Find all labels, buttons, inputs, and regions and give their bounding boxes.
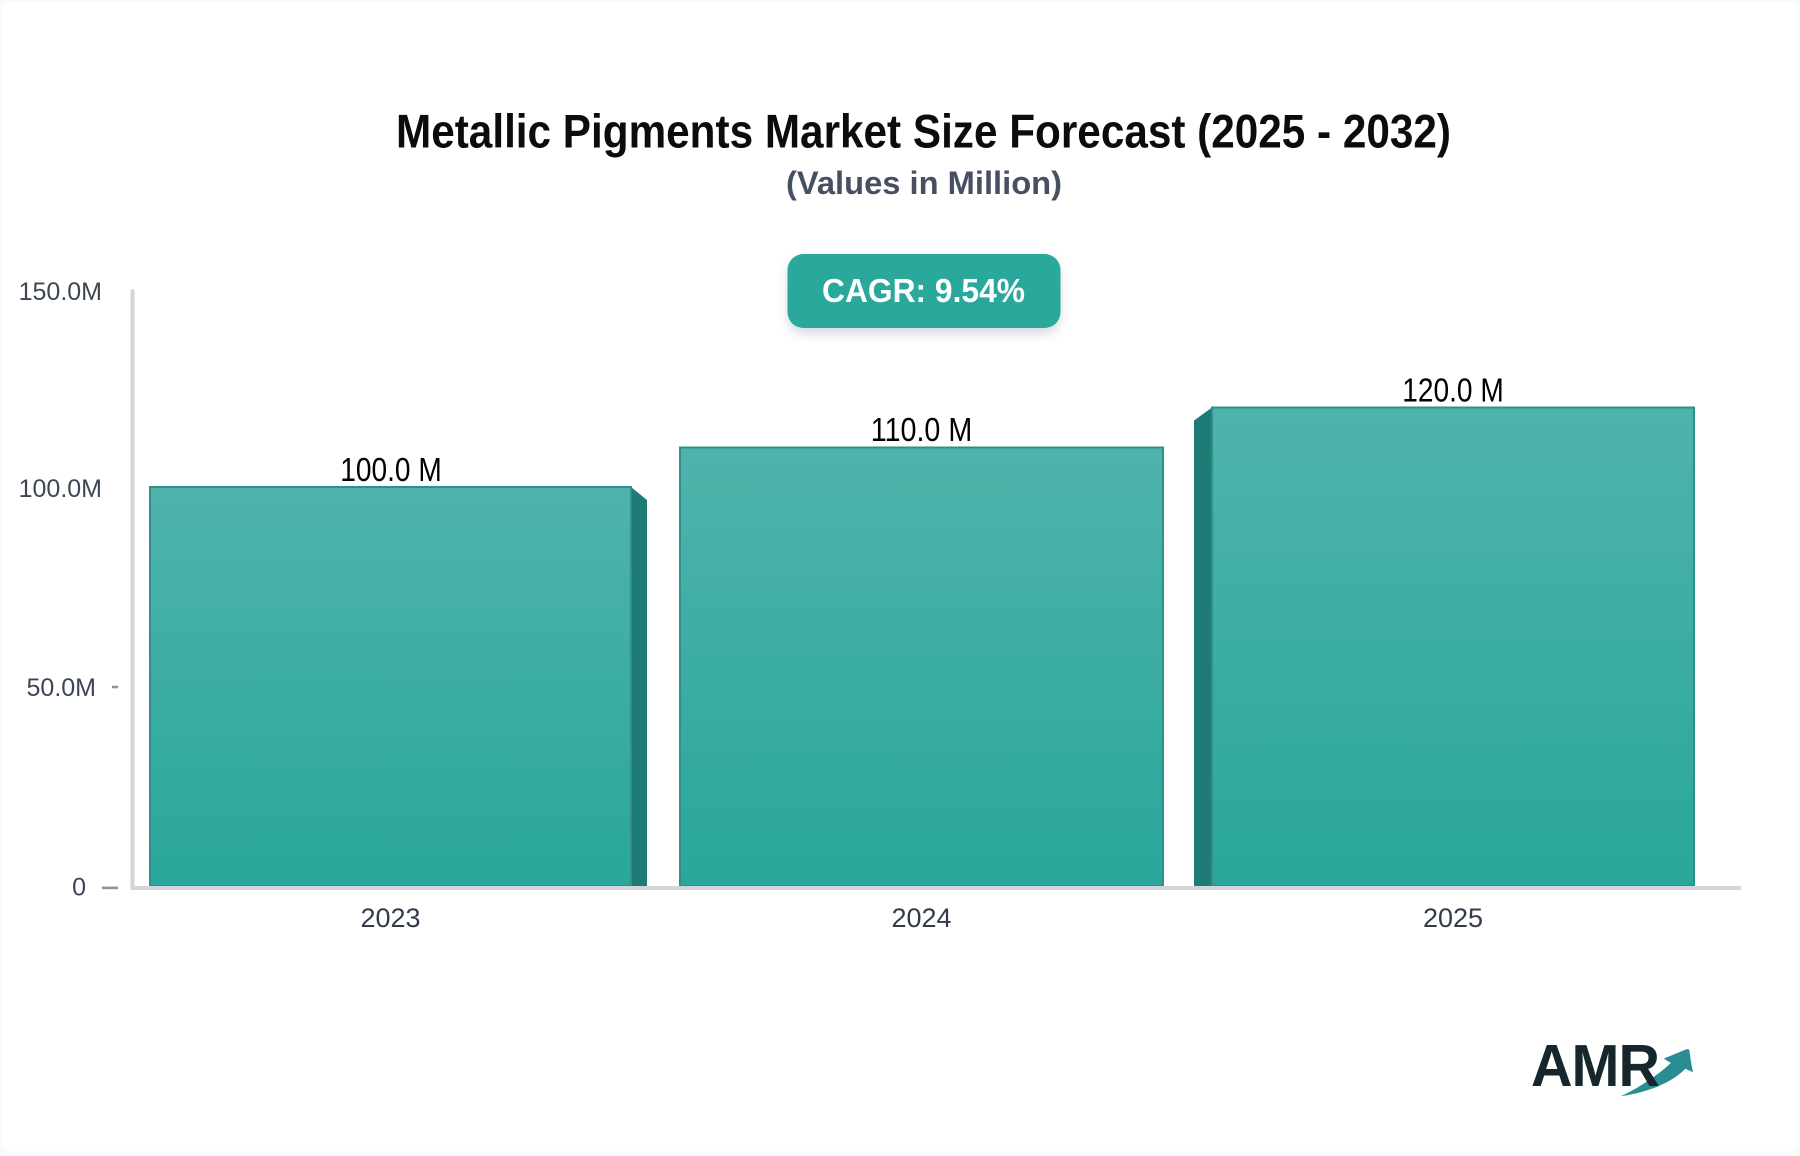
svg-text:Metallic Pigments Market Size: Metallic Pigments Market Size Forecast (… bbox=[396, 105, 1451, 158]
svg-text:AMR: AMR bbox=[1531, 1033, 1659, 1099]
svg-text:CAGR: 9.54%: CAGR: 9.54% bbox=[822, 272, 1025, 309]
svg-text:2025: 2025 bbox=[1423, 903, 1483, 933]
svg-text:120.0 M: 120.0 M bbox=[1402, 372, 1504, 409]
svg-text:2023: 2023 bbox=[360, 903, 420, 933]
svg-text:150.0M: 150.0M bbox=[19, 278, 102, 306]
svg-text:50.0M: 50.0M bbox=[27, 674, 96, 702]
svg-text:100.0M: 100.0M bbox=[19, 475, 102, 503]
svg-text:100.0 M: 100.0 M bbox=[340, 451, 442, 488]
svg-text:0: 0 bbox=[72, 874, 86, 902]
svg-text:(Values in Million): (Values in Million) bbox=[786, 165, 1062, 201]
svg-text:110.0 M: 110.0 M bbox=[871, 411, 973, 448]
svg-text:2024: 2024 bbox=[891, 903, 951, 933]
